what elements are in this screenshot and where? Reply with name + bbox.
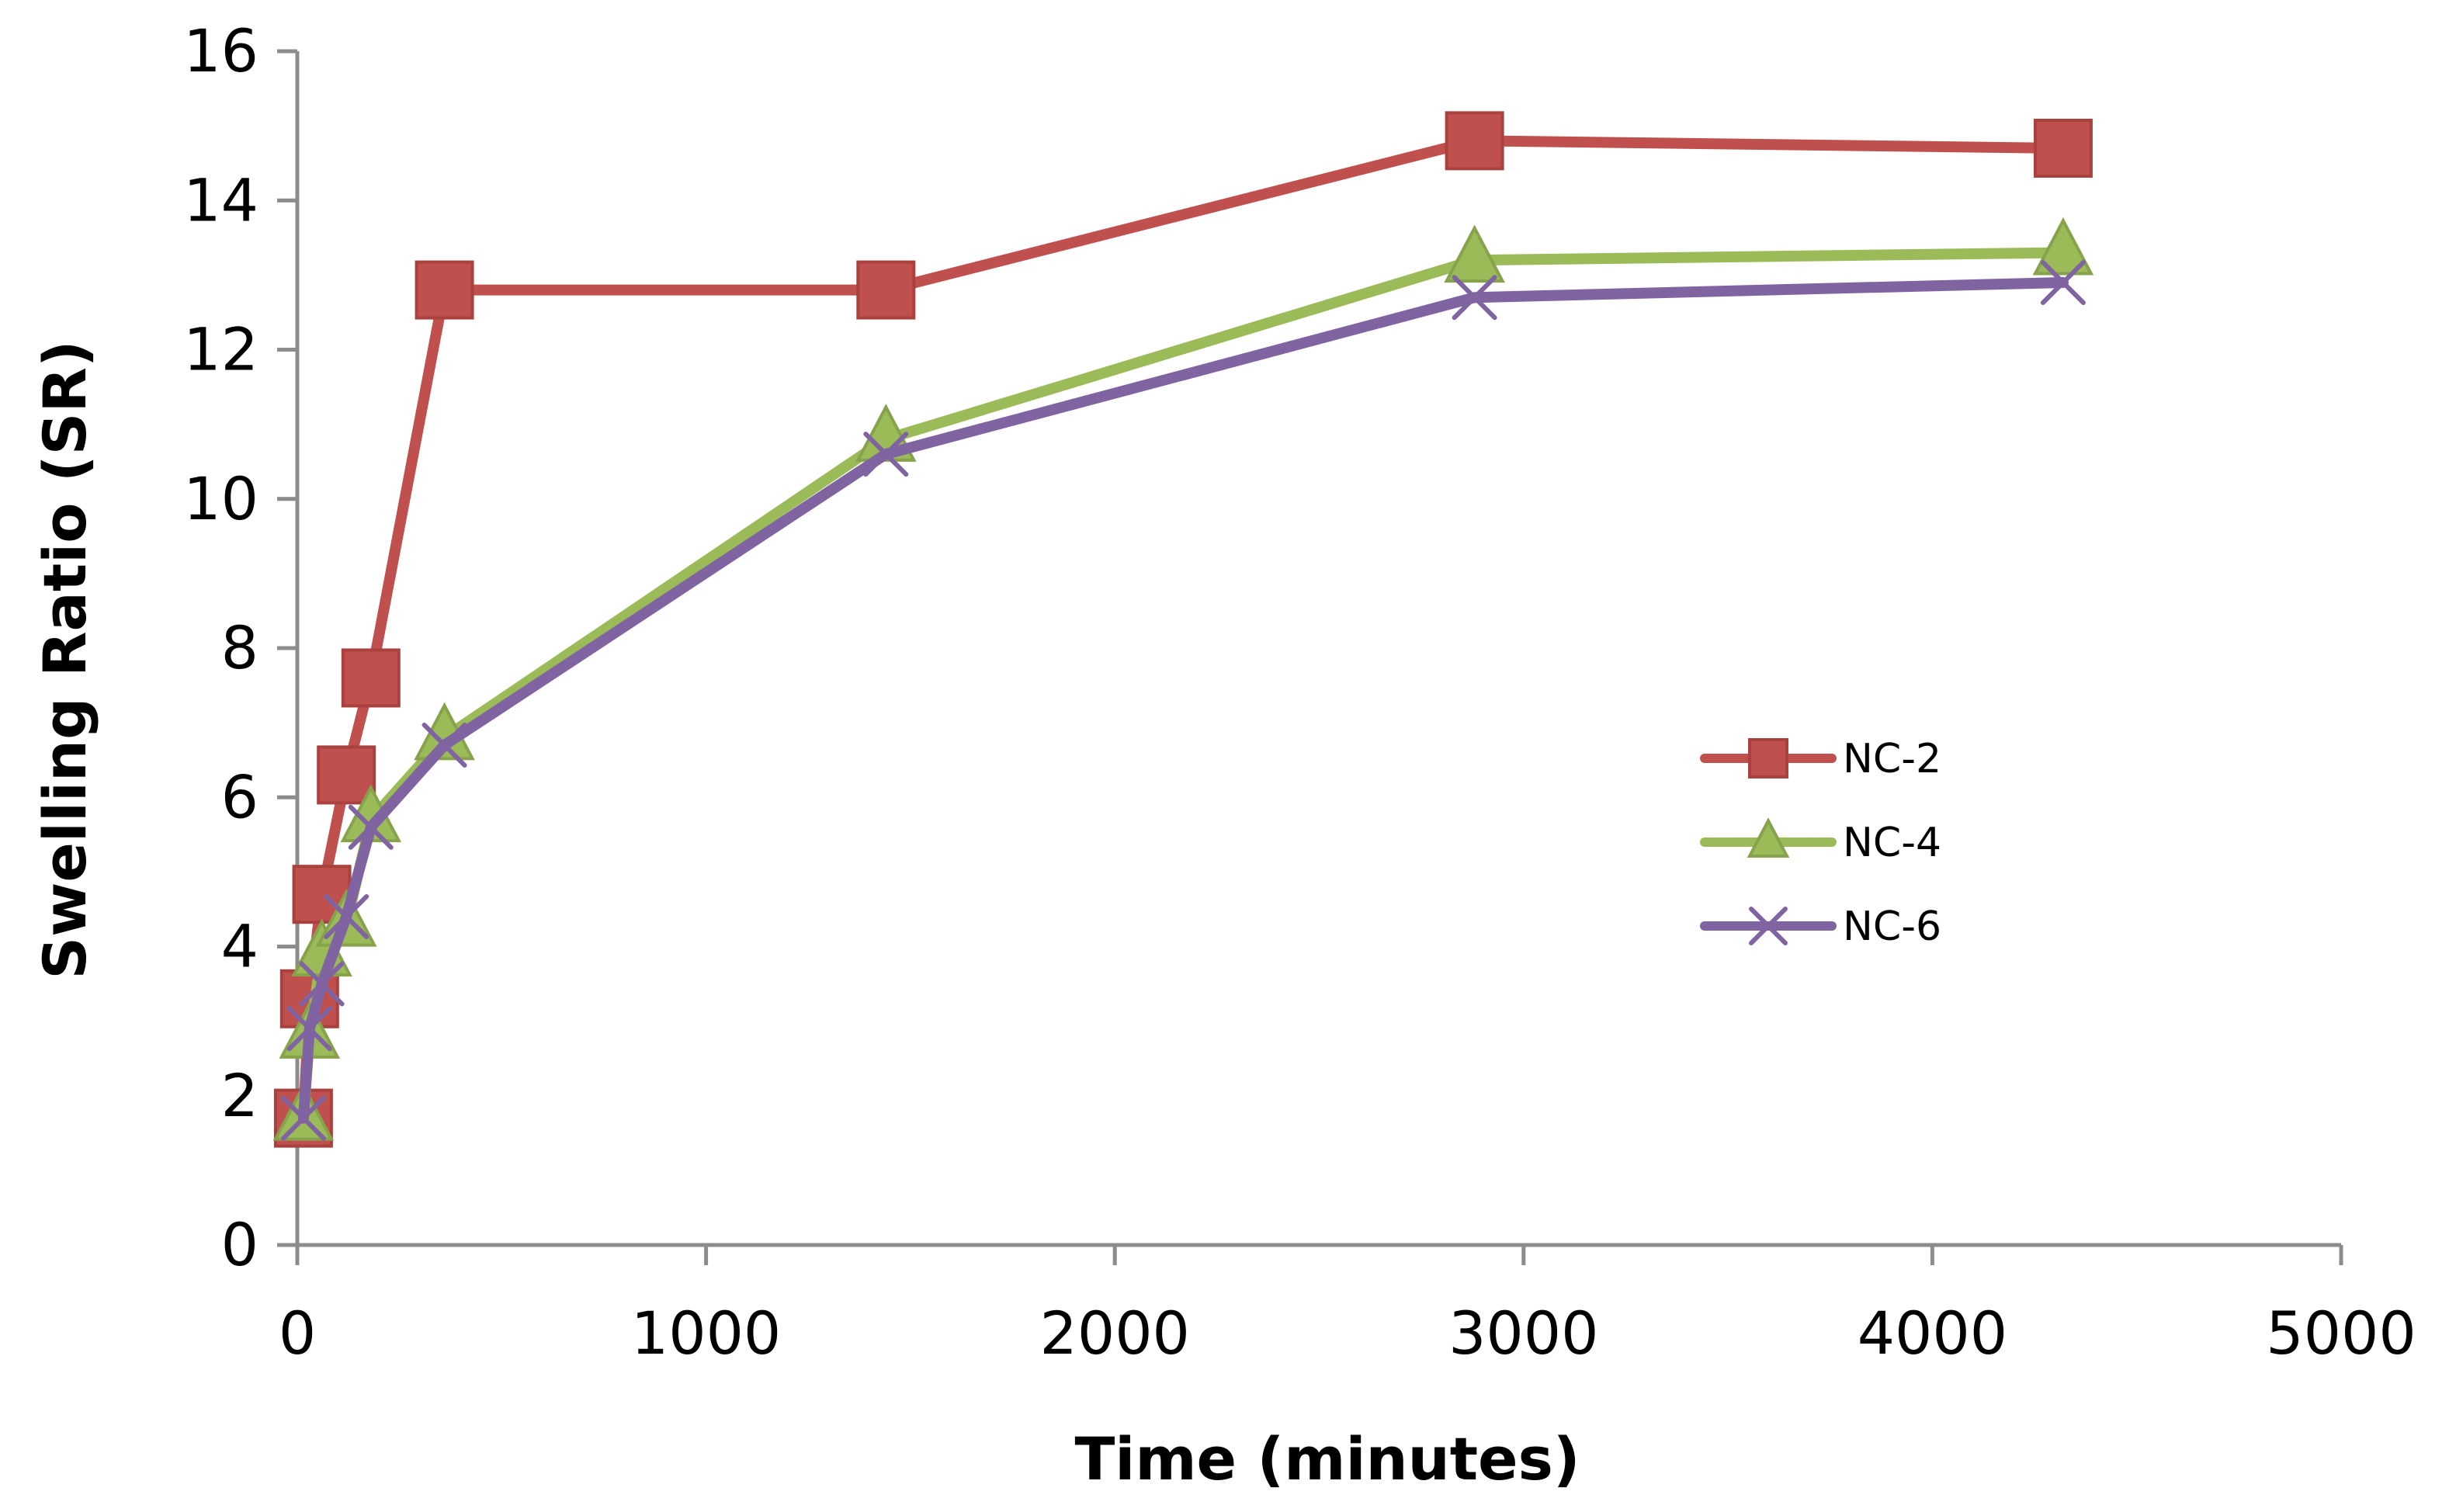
data-point-square <box>415 260 474 320</box>
x-axis-ticks: 0 1000 2000 3000 4000 5000 <box>279 1245 2416 1368</box>
data-point-triangle <box>2032 217 2094 276</box>
y-tick-label: 0 <box>221 1210 258 1279</box>
series-nc-6 <box>280 259 2086 1141</box>
x-tick-label: 2000 <box>1039 1299 1189 1368</box>
y-tick-label: 10 <box>183 464 258 533</box>
y-tick-label: 4 <box>221 912 258 981</box>
x-tick-label: 4000 <box>1858 1299 2007 1368</box>
plot-area: 0 2 4 6 8 10 12 14 16 0 1000 2000 3000 4000 5000 <box>183 16 2416 1368</box>
data-point-square <box>856 260 916 320</box>
legend-item: NC-2 <box>1700 736 1941 782</box>
legend: NC-2 NC-4 NC-6 <box>1700 736 1941 950</box>
data-point-x <box>324 894 369 940</box>
x-tick-label: 1000 <box>631 1299 781 1368</box>
legend-item: NC-4 <box>1700 817 1941 866</box>
data-point-triangle <box>1747 817 1790 858</box>
data-point-x <box>2040 259 2086 305</box>
x-tick-label: 0 <box>279 1299 316 1368</box>
data-point-x <box>421 722 467 768</box>
legend-item: NC-6 <box>1700 903 1941 950</box>
series-layer <box>272 111 2094 1148</box>
data-point-square <box>1748 738 1788 779</box>
legend-label: NC-6 <box>1843 903 1941 950</box>
data-point-square <box>2033 118 2093 178</box>
x-axis-title: Time (minutes) <box>1074 1424 1580 1493</box>
legend-label: NC-4 <box>1843 820 1941 866</box>
y-tick-label: 12 <box>183 315 258 384</box>
data-point-x <box>348 804 394 850</box>
data-point-x <box>286 1006 332 1052</box>
y-axis-title: Swelling Ratio (SR) <box>30 340 99 979</box>
y-tick-label: 16 <box>183 16 258 85</box>
x-tick-label: 3000 <box>1448 1299 1598 1368</box>
y-tick-label: 14 <box>183 165 258 234</box>
y-tick-label: 6 <box>221 762 258 831</box>
data-point-x <box>1452 275 1497 321</box>
data-point-triangle <box>1444 224 1505 283</box>
y-axis-ticks: 0 2 4 6 8 10 12 14 16 <box>183 16 297 1279</box>
data-point-square <box>1445 111 1504 171</box>
data-point-x <box>1749 907 1788 945</box>
data-point-x <box>863 432 909 477</box>
y-tick-label: 8 <box>221 613 258 682</box>
data-point-x <box>280 1095 326 1141</box>
data-point-x <box>299 961 345 1007</box>
y-tick-label: 2 <box>221 1061 258 1130</box>
x-tick-label: 5000 <box>2266 1299 2416 1368</box>
legend-label: NC-2 <box>1843 736 1941 782</box>
data-point-square <box>341 648 401 708</box>
data-point-square <box>317 745 376 805</box>
